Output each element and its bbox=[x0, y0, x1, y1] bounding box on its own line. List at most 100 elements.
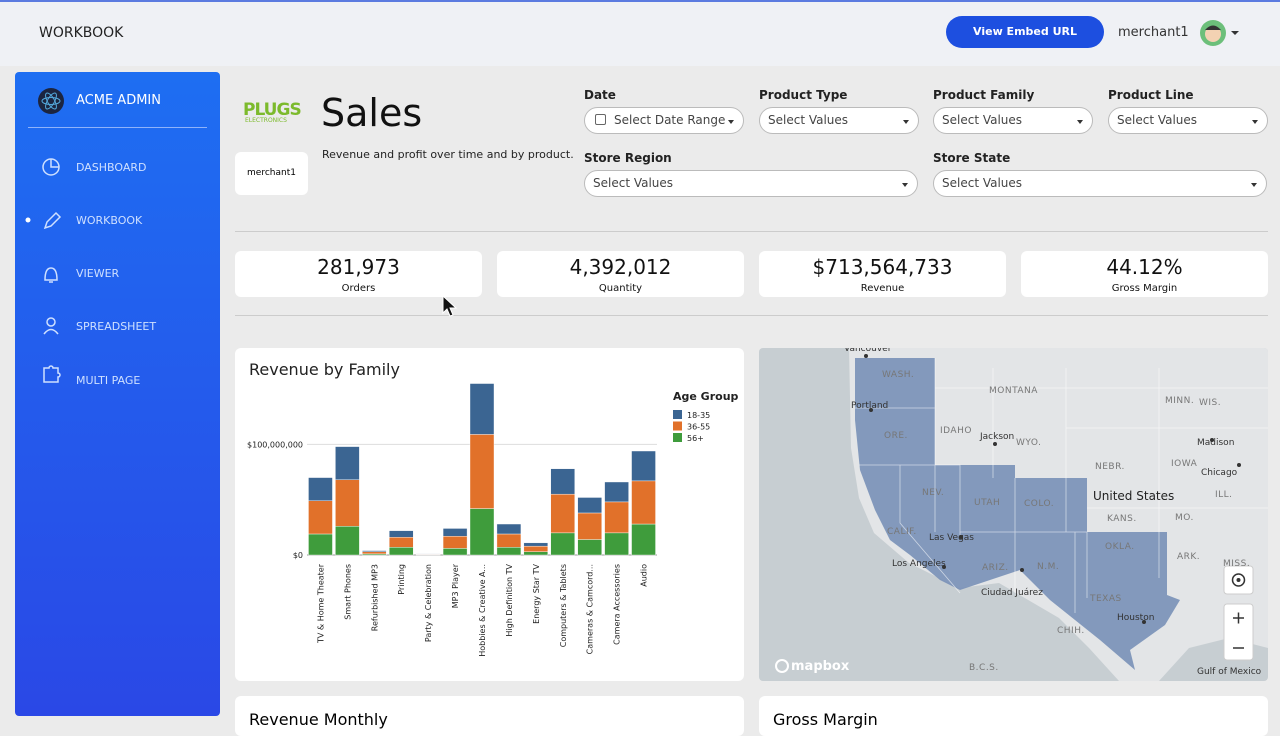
y-tick-label: $0 bbox=[293, 551, 303, 560]
nav-icons bbox=[15, 152, 75, 392]
filter-placeholder: Select Values bbox=[942, 176, 1022, 190]
embed-button[interactable]: View Embed URL bbox=[946, 16, 1104, 48]
bar bbox=[335, 480, 359, 526]
filter-placeholder: Select Values bbox=[768, 113, 848, 127]
legend-swatch bbox=[673, 433, 682, 442]
bar bbox=[578, 540, 602, 555]
kpi-card: 44.12%Gross Margin bbox=[1021, 251, 1268, 297]
kpi-value: $713,564,733 bbox=[759, 255, 1006, 279]
nav-item[interactable]: SPREADSHEET bbox=[76, 320, 156, 333]
x-tick-label: Cameras & Camcord... bbox=[586, 564, 595, 654]
filter-select[interactable]: Select Values bbox=[584, 170, 918, 197]
bar bbox=[551, 469, 575, 494]
filter-select[interactable]: Select Values bbox=[933, 107, 1093, 134]
map-label: IOWA bbox=[1171, 459, 1198, 469]
x-tick-label: MP3 Player bbox=[451, 563, 460, 608]
x-tick-label: High Definition TV bbox=[505, 563, 514, 636]
map-label: KANS. bbox=[1107, 514, 1137, 524]
sidebar: ACME ADMIN DASHBOARD WORKBOOK VIEWER SPR… bbox=[15, 72, 220, 716]
map-label: Ciudad Juárez bbox=[981, 588, 1043, 598]
zoom-controls[interactable] bbox=[1224, 604, 1253, 660]
top-bar: WORKBOOK View Embed URL merchant1 bbox=[0, 0, 1280, 66]
filter-placeholder: Select Values bbox=[1117, 113, 1197, 127]
bar bbox=[362, 552, 386, 554]
nav-item[interactable]: DASHBOARD bbox=[76, 161, 147, 174]
map-label: Portland bbox=[851, 401, 888, 411]
filter-select[interactable]: Select Values bbox=[933, 170, 1267, 197]
x-tick-label: Audio bbox=[640, 564, 649, 587]
bar bbox=[551, 533, 575, 555]
x-tick-label: Hobbies & Creative A... bbox=[478, 564, 487, 657]
map-label: MINN. bbox=[1165, 396, 1194, 406]
avatar[interactable] bbox=[1198, 19, 1242, 47]
filter-select[interactable]: Select Date Range bbox=[584, 107, 744, 134]
filter-select[interactable]: Select Values bbox=[1108, 107, 1268, 134]
bar bbox=[605, 482, 629, 502]
page-title: Sales bbox=[321, 91, 422, 135]
chart: Revenue by Family Age Group $0$100,000,0… bbox=[235, 348, 744, 681]
legend-swatch bbox=[673, 422, 682, 431]
map-label: B.C.S. bbox=[969, 663, 999, 673]
bar bbox=[470, 384, 494, 435]
map-attribution[interactable]: mapbox bbox=[791, 659, 850, 674]
filter-placeholder: Select Values bbox=[593, 176, 673, 190]
nav-item[interactable]: WORKBOOK bbox=[76, 214, 142, 227]
filter-placeholder: Select Date Range bbox=[614, 113, 725, 127]
map-label: MONTANA bbox=[989, 386, 1038, 396]
bar bbox=[605, 533, 629, 555]
map-label: WIS. bbox=[1199, 398, 1221, 408]
map-label: Vancouver bbox=[844, 348, 892, 354]
card: Gross Margin bbox=[759, 696, 1268, 736]
bar bbox=[524, 552, 548, 555]
cursor bbox=[440, 294, 460, 320]
divider bbox=[235, 231, 1268, 232]
map-label: NEBR. bbox=[1095, 462, 1125, 472]
card: Revenue Monthly bbox=[235, 696, 744, 736]
filter-label: Product Type bbox=[759, 88, 847, 102]
x-tick-label: Camera Accessories bbox=[613, 564, 622, 645]
chart-title: Revenue by Family bbox=[249, 360, 400, 379]
bar bbox=[605, 502, 629, 533]
kpi-label: Revenue bbox=[759, 283, 1006, 294]
kpi-label: Gross Margin bbox=[1021, 283, 1268, 294]
map-label: ARIZ. bbox=[982, 563, 1009, 573]
bar bbox=[362, 551, 386, 552]
filter-select[interactable]: Select Values bbox=[759, 107, 919, 134]
bar bbox=[308, 501, 332, 534]
x-tick-label: Energy Star TV bbox=[532, 563, 541, 623]
user-name[interactable]: merchant1 bbox=[1118, 25, 1189, 40]
calendar-icon bbox=[595, 114, 606, 125]
divider bbox=[235, 315, 1268, 316]
bar bbox=[308, 534, 332, 555]
x-tick-label: Computers & Tablets bbox=[559, 564, 568, 647]
map-canvas[interactable]: mapbox VancouverWASH.PortlandORE.MONTANA… bbox=[759, 348, 1268, 681]
legend-label: 18-35 bbox=[687, 411, 710, 420]
logo-sub: ELECTRONICS bbox=[245, 117, 287, 124]
bar bbox=[497, 524, 521, 534]
map-label: MISS. bbox=[1223, 559, 1250, 569]
bar bbox=[389, 547, 413, 555]
map-label: COLO. bbox=[1024, 499, 1054, 509]
map-label: ORE. bbox=[884, 431, 908, 441]
filter-label: Date bbox=[584, 88, 616, 102]
page-description: Revenue and profit over time and by prod… bbox=[322, 148, 574, 161]
map-label: Madison bbox=[1197, 438, 1234, 448]
bar bbox=[443, 528, 467, 536]
y-tick-label: $100,000,000 bbox=[247, 440, 303, 449]
kpi-value: 281,973 bbox=[235, 255, 482, 279]
filter-label: Product Family bbox=[933, 88, 1034, 102]
filter-label: Store State bbox=[933, 151, 1010, 165]
bar bbox=[443, 536, 467, 548]
brand-name: ACME ADMIN bbox=[76, 93, 161, 108]
legend-label: 36-55 bbox=[687, 423, 710, 432]
nav-item[interactable]: MULTI PAGE bbox=[76, 374, 140, 387]
filter-placeholder: Select Values bbox=[942, 113, 1022, 127]
map-label: Gulf of Mexico bbox=[1197, 667, 1262, 677]
bar bbox=[470, 509, 494, 555]
map-label: WYO. bbox=[1016, 438, 1041, 448]
bar bbox=[524, 546, 548, 552]
nav-item[interactable]: VIEWER bbox=[76, 267, 119, 280]
bar bbox=[632, 524, 656, 555]
map-label: Houston bbox=[1117, 613, 1154, 623]
